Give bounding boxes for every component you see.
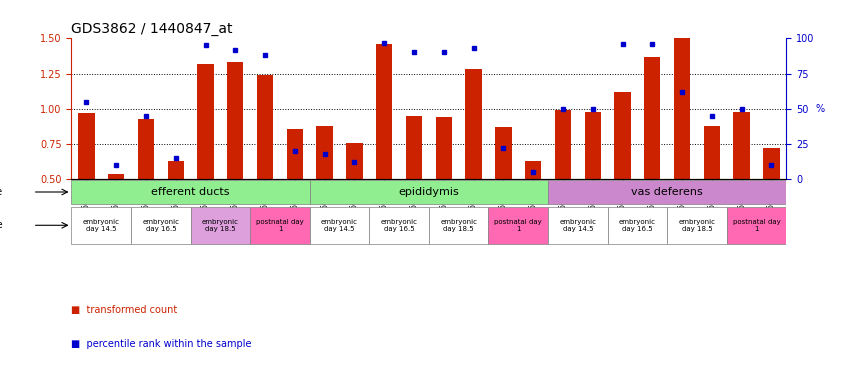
Text: embryonic
day 18.5: embryonic day 18.5	[440, 219, 477, 232]
Bar	[584, 112, 601, 179]
Bar	[257, 75, 273, 179]
Bar	[406, 116, 422, 179]
Bar	[287, 129, 303, 179]
Text: postnatal day
1: postnatal day 1	[257, 219, 304, 232]
Text: embryonic
day 14.5: embryonic day 14.5	[82, 219, 119, 232]
Bar	[198, 64, 214, 179]
Bar	[489, 207, 548, 244]
Bar	[436, 117, 452, 179]
Bar	[614, 92, 631, 179]
Text: epididymis: epididymis	[399, 187, 459, 197]
Bar	[369, 207, 429, 244]
Bar	[346, 142, 362, 179]
Bar	[191, 207, 251, 244]
Bar	[227, 62, 244, 179]
Text: embryonic
day 14.5: embryonic day 14.5	[559, 219, 596, 232]
Bar	[316, 126, 333, 179]
Text: embryonic
day 16.5: embryonic day 16.5	[381, 219, 418, 232]
Text: efferent ducts: efferent ducts	[151, 187, 230, 197]
Bar	[309, 180, 548, 204]
Bar	[733, 112, 750, 179]
Bar	[429, 207, 489, 244]
Bar	[555, 110, 571, 179]
Bar	[644, 57, 660, 179]
Bar	[465, 70, 482, 179]
Text: GDS3862 / 1440847_at: GDS3862 / 1440847_at	[71, 22, 233, 36]
Bar	[309, 207, 369, 244]
Bar	[131, 207, 191, 244]
Bar	[704, 126, 720, 179]
Text: tissue: tissue	[0, 187, 3, 197]
Bar	[71, 207, 131, 244]
Bar	[138, 119, 154, 179]
Bar	[525, 161, 542, 179]
Bar	[548, 180, 786, 204]
Bar	[376, 44, 393, 179]
Text: embryonic
day 16.5: embryonic day 16.5	[142, 219, 179, 232]
Bar	[764, 148, 780, 179]
Bar	[78, 113, 94, 179]
Bar	[108, 174, 124, 179]
Text: embryonic
day 18.5: embryonic day 18.5	[202, 219, 239, 232]
Bar	[674, 28, 690, 179]
Text: postnatal day
1: postnatal day 1	[495, 219, 542, 232]
Text: embryonic
day 14.5: embryonic day 14.5	[321, 219, 358, 232]
Bar	[548, 207, 607, 244]
Bar	[667, 207, 727, 244]
Y-axis label: %: %	[816, 104, 824, 114]
Bar	[495, 127, 511, 179]
Text: embryonic
day 16.5: embryonic day 16.5	[619, 219, 656, 232]
Text: ■  transformed count: ■ transformed count	[71, 305, 177, 315]
Text: embryonic
day 18.5: embryonic day 18.5	[679, 219, 716, 232]
Bar	[251, 207, 309, 244]
Text: development stage: development stage	[0, 220, 3, 230]
Bar	[607, 207, 667, 244]
Bar	[727, 207, 786, 244]
Bar	[71, 180, 309, 204]
Text: vas deferens: vas deferens	[632, 187, 703, 197]
Bar	[167, 161, 184, 179]
Text: postnatal day
1: postnatal day 1	[733, 219, 780, 232]
Text: ■  percentile rank within the sample: ■ percentile rank within the sample	[71, 339, 252, 349]
